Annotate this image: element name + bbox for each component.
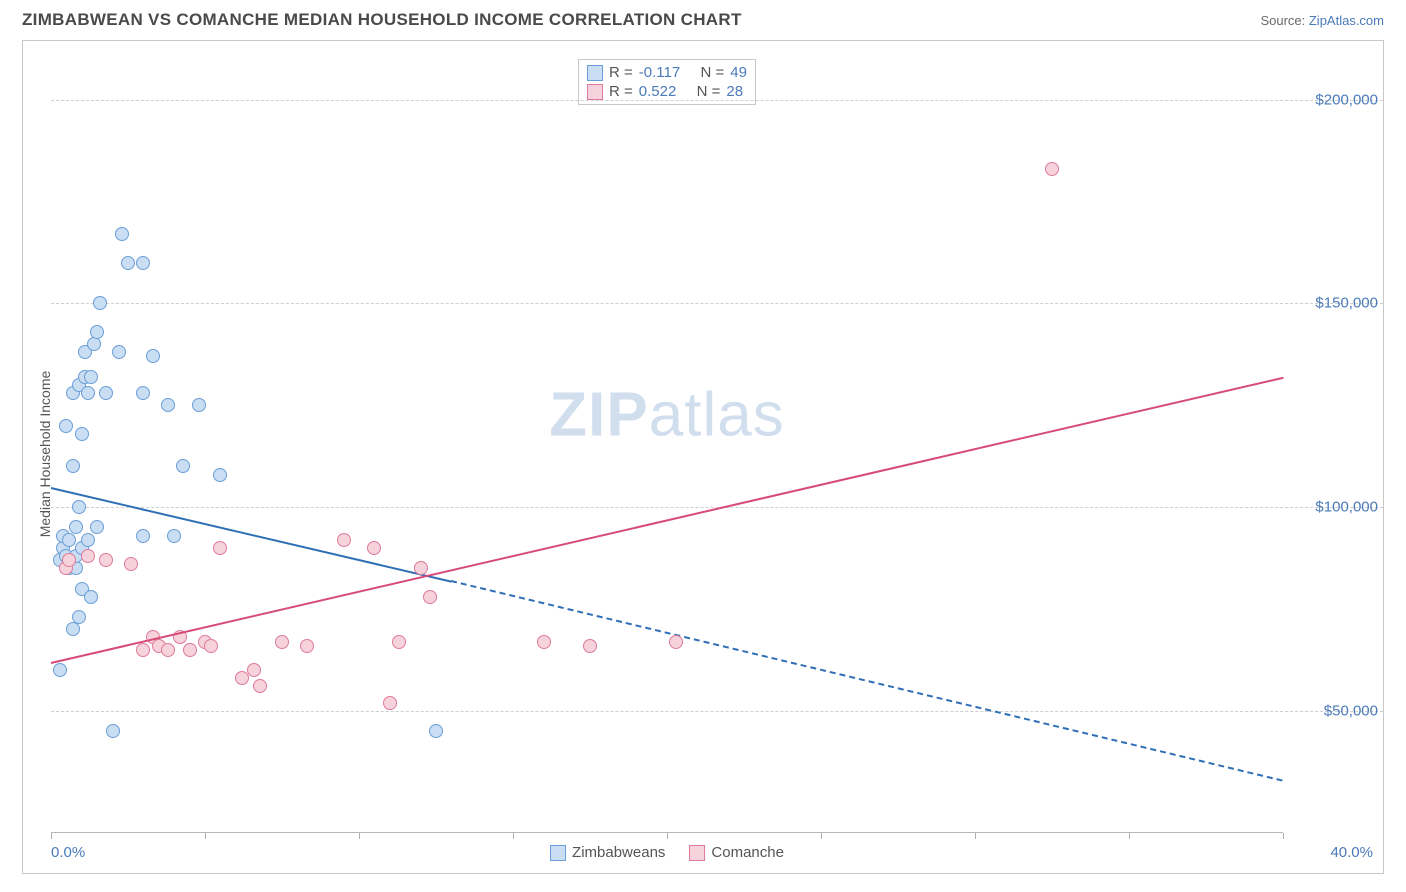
trend-line xyxy=(51,487,452,583)
data-point xyxy=(136,256,150,270)
data-point xyxy=(1045,162,1059,176)
data-point xyxy=(161,643,175,657)
gridline xyxy=(51,711,1383,712)
y-tick-label: $50,000 xyxy=(1324,702,1378,719)
data-point xyxy=(72,610,86,624)
data-point xyxy=(537,635,551,649)
n-value-comanche: 28 xyxy=(726,83,743,100)
data-point xyxy=(275,635,289,649)
data-point xyxy=(66,459,80,473)
chart-header: ZIMBABWEAN VS COMANCHE MEDIAN HOUSEHOLD … xyxy=(0,0,1406,36)
correlation-legend: R = -0.117 N = 49 R = 0.522 N = 28 xyxy=(578,59,756,105)
data-point xyxy=(136,643,150,657)
gridline xyxy=(51,100,1383,101)
data-point xyxy=(213,541,227,555)
data-point xyxy=(115,227,129,241)
x-tick xyxy=(359,833,360,839)
legend-item-comanche: Comanche xyxy=(689,844,784,861)
data-point xyxy=(146,349,160,363)
data-point xyxy=(253,679,267,693)
chart-title: ZIMBABWEAN VS COMANCHE MEDIAN HOUSEHOLD … xyxy=(22,10,742,30)
data-point xyxy=(121,256,135,270)
x-tick xyxy=(51,833,52,839)
data-point xyxy=(192,398,206,412)
data-point xyxy=(69,520,83,534)
data-point xyxy=(72,500,86,514)
data-point xyxy=(383,696,397,710)
watermark: ZIPatlas xyxy=(549,380,784,451)
n-value-zimbabweans: 49 xyxy=(730,64,747,81)
y-tick-label: $200,000 xyxy=(1315,91,1378,108)
trend-line xyxy=(51,377,1283,664)
plot-area: Median Household Income ZIPatlas R = -0.… xyxy=(51,59,1283,833)
swatch-zimbabweans-icon xyxy=(550,845,566,861)
data-point xyxy=(213,468,227,482)
series-legend: Zimbabweans Comanche xyxy=(550,844,784,861)
data-point xyxy=(669,635,683,649)
data-point xyxy=(337,533,351,547)
x-tick xyxy=(1129,833,1130,839)
data-point xyxy=(62,553,76,567)
swatch-comanche xyxy=(587,84,603,100)
data-point xyxy=(84,370,98,384)
data-point xyxy=(392,635,406,649)
swatch-zimbabweans xyxy=(587,65,603,81)
r-value-comanche: 0.522 xyxy=(639,83,677,100)
data-point xyxy=(204,639,218,653)
data-point xyxy=(106,724,120,738)
trend-line xyxy=(451,580,1283,782)
data-point xyxy=(93,296,107,310)
data-point xyxy=(300,639,314,653)
data-point xyxy=(583,639,597,653)
r-value-zimbabweans: -0.117 xyxy=(639,64,680,81)
y-axis-label: Median Household Income xyxy=(37,371,53,538)
data-point xyxy=(81,549,95,563)
x-tick xyxy=(667,833,668,839)
data-point xyxy=(429,724,443,738)
swatch-comanche-icon xyxy=(689,845,705,861)
data-point xyxy=(161,398,175,412)
data-point xyxy=(84,590,98,604)
gridline xyxy=(51,303,1383,304)
data-point xyxy=(136,386,150,400)
chart-frame: Median Household Income ZIPatlas R = -0.… xyxy=(22,40,1384,874)
legend-row-zimbabweans: R = -0.117 N = 49 xyxy=(587,63,747,82)
data-point xyxy=(167,529,181,543)
y-tick-label: $150,000 xyxy=(1315,295,1378,312)
data-point xyxy=(367,541,381,555)
data-point xyxy=(87,337,101,351)
data-point xyxy=(235,671,249,685)
data-point xyxy=(59,419,73,433)
x-tick xyxy=(205,833,206,839)
data-point xyxy=(81,386,95,400)
data-point xyxy=(81,533,95,547)
source-link[interactable]: ZipAtlas.com xyxy=(1309,13,1384,28)
data-point xyxy=(99,553,113,567)
data-point xyxy=(247,663,261,677)
data-point xyxy=(136,529,150,543)
data-point xyxy=(75,427,89,441)
data-point xyxy=(414,561,428,575)
data-point xyxy=(90,325,104,339)
data-point xyxy=(53,663,67,677)
source-attribution: Source: ZipAtlas.com xyxy=(1260,13,1384,28)
x-tick xyxy=(821,833,822,839)
data-point xyxy=(90,520,104,534)
data-point xyxy=(66,622,80,636)
data-point xyxy=(423,590,437,604)
legend-row-comanche: R = 0.522 N = 28 xyxy=(587,82,747,101)
x-axis-min-label: 0.0% xyxy=(51,844,85,861)
legend-item-zimbabweans: Zimbabweans xyxy=(550,844,665,861)
data-point xyxy=(124,557,138,571)
x-tick xyxy=(1283,833,1284,839)
x-tick xyxy=(513,833,514,839)
y-tick-label: $100,000 xyxy=(1315,499,1378,516)
x-axis-max-label: 40.0% xyxy=(1330,844,1373,861)
data-point xyxy=(183,643,197,657)
x-tick xyxy=(975,833,976,839)
data-point xyxy=(99,386,113,400)
data-point xyxy=(112,345,126,359)
data-point xyxy=(176,459,190,473)
